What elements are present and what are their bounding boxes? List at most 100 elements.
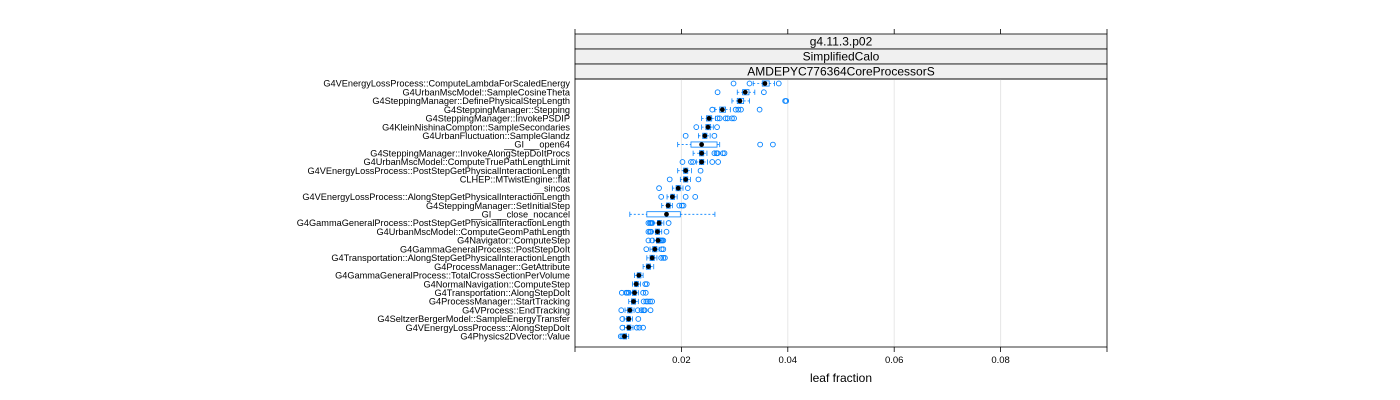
outlier-point — [649, 237, 655, 244]
outlier-point — [714, 124, 720, 130]
outlier-point — [619, 316, 626, 322]
category-label: G4VProcess::EndTracking — [462, 305, 570, 315]
outlier-point — [647, 298, 653, 305]
outlier-point — [679, 159, 686, 165]
outlier-point — [684, 185, 691, 191]
median-dot — [622, 333, 627, 339]
category-label: G4VEnergyLossProcess::AlongStepDoIt — [406, 323, 571, 333]
median-dot — [646, 264, 651, 270]
median-dot — [683, 177, 689, 182]
outlier-point — [643, 281, 650, 287]
median-dot — [706, 115, 712, 121]
box-group — [629, 211, 716, 218]
outlier-point — [666, 176, 673, 183]
outlier-point — [688, 159, 694, 165]
box-group — [714, 89, 767, 96]
box-group — [618, 307, 654, 314]
x-axis-label: leaf fraction — [810, 371, 872, 385]
category-label: G4SteppingManager::DefinePhysicalStepLen… — [372, 96, 570, 106]
box-group — [643, 246, 667, 253]
box-group — [619, 315, 642, 322]
outlier-point — [634, 307, 641, 314]
category-label: G4ProcessManager::GetAttribute — [434, 262, 570, 272]
outlier-point — [640, 289, 646, 296]
outlier-point — [682, 194, 689, 200]
x-tick-label: 0.06 — [885, 355, 904, 366]
outlier-point — [635, 316, 642, 322]
box-group — [645, 237, 667, 244]
outlier-point — [724, 115, 731, 122]
outlier-point — [738, 106, 744, 113]
outlier-point — [665, 220, 672, 226]
box-group — [682, 132, 718, 139]
outlier-point — [711, 150, 718, 157]
box-group — [731, 97, 790, 104]
outlier-point — [663, 228, 670, 235]
outlier-point — [716, 115, 723, 122]
outlier-point — [709, 159, 716, 165]
median-dot — [669, 194, 675, 200]
box-group — [634, 272, 644, 279]
outlier-point — [783, 98, 790, 104]
x-axis: 0.02 0.04 0.06 0.08 — [574, 29, 1108, 366]
category-label: G4UrbanFluctuation::SampleGlandz — [422, 131, 570, 141]
outlier-point — [660, 255, 667, 261]
median-dot — [636, 272, 642, 278]
box-group — [666, 176, 702, 183]
box-group — [656, 185, 691, 192]
outlier-point — [624, 289, 630, 296]
outlier-point — [619, 324, 626, 331]
box-group — [617, 333, 630, 340]
category-label: G4VEnergyLossProcess::AlongStepGetPhysic… — [302, 192, 570, 202]
box-group — [679, 158, 721, 165]
outlier-point — [645, 220, 652, 226]
median-dot — [675, 185, 681, 191]
outlier-point — [697, 167, 704, 174]
outlier-point — [638, 307, 645, 314]
box-group — [658, 193, 699, 200]
outlier-point — [643, 298, 650, 305]
outlier-point — [722, 115, 729, 122]
category-label: G4SeltzerBergerModel::SampleEnergyTransf… — [377, 314, 570, 324]
median-dot — [762, 81, 768, 86]
outlier-point — [618, 289, 625, 296]
outlier-point — [711, 132, 718, 139]
box-group — [677, 167, 704, 174]
outlier-point — [721, 150, 728, 157]
outlier-point — [695, 176, 702, 183]
box-group — [628, 298, 655, 305]
outlier-point — [720, 150, 726, 157]
outlier-point — [680, 202, 687, 209]
category-label: G4UrbanMscModel::ComputeGeomPathLength — [376, 227, 570, 237]
category-label: __GI___open64 — [503, 140, 570, 150]
median-dot — [632, 290, 637, 296]
iqr-box — [646, 211, 681, 218]
outlier-point — [640, 324, 646, 331]
median-dot — [737, 98, 743, 104]
x-tick-label: 0.02 — [672, 355, 691, 366]
median-dot — [683, 168, 689, 174]
median-dot — [702, 133, 708, 139]
category-label: G4SteppingManager::Stepping — [444, 105, 570, 115]
median-dot — [631, 299, 636, 304]
box-group — [645, 228, 670, 235]
outlier-point — [642, 281, 649, 287]
outlier-point — [714, 150, 721, 157]
median-dot — [719, 107, 725, 113]
box-group — [693, 124, 720, 131]
outlier-point — [731, 115, 737, 122]
outlier-point — [645, 228, 652, 235]
strip-label: SimplifiedCalo — [803, 50, 880, 64]
outlier-point — [775, 80, 782, 87]
outlier-point — [649, 220, 655, 226]
median-dot — [655, 229, 660, 235]
category-label: G4KleinNishinaCompton::SampleSecondaries — [382, 122, 570, 132]
outlier-point — [658, 194, 665, 200]
outlier-point — [641, 307, 648, 314]
outlier-point — [618, 307, 625, 314]
category-label: G4VEnergyLossProcess::PostStepGetPhysica… — [308, 166, 571, 176]
category-label: G4Transportation::AlongStepDoIt — [434, 288, 570, 298]
strip-label: g4.11.3.p02 — [810, 35, 873, 49]
median-dot — [649, 255, 655, 261]
